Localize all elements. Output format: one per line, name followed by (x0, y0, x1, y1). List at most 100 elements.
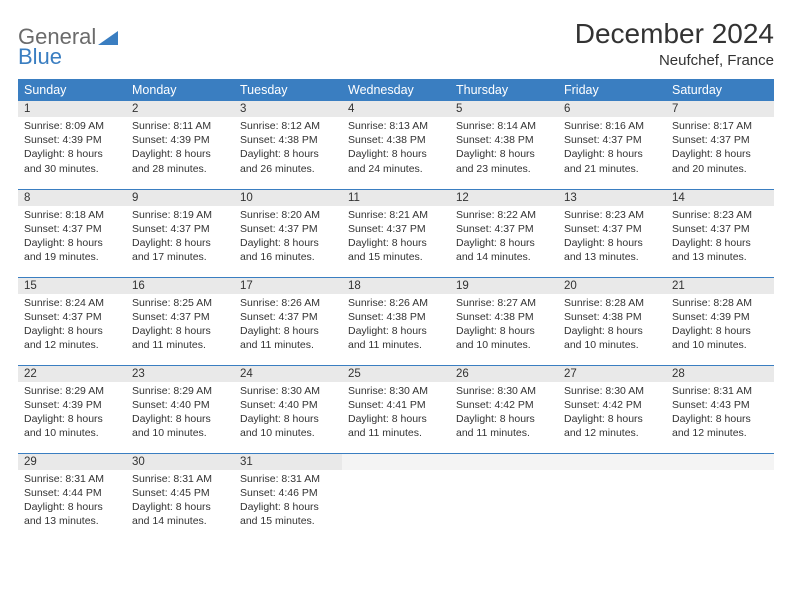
month-title: December 2024 (575, 18, 774, 50)
daylight-line-1: Daylight: 8 hours (564, 147, 660, 161)
daylight-line-1: Daylight: 8 hours (132, 412, 228, 426)
sunrise-line: Sunrise: 8:28 AM (564, 296, 660, 310)
calendar-cell: 3Sunrise: 8:12 AMSunset: 4:38 PMDaylight… (234, 101, 342, 189)
day-details: Sunrise: 8:28 AMSunset: 4:39 PMDaylight:… (666, 294, 774, 357)
location-label: Neufchef, France (575, 52, 774, 69)
daylight-line-2: and 19 minutes. (24, 250, 120, 264)
weekday-header: Sunday (18, 79, 126, 101)
day-number: 30 (126, 454, 234, 470)
day-number: 26 (450, 366, 558, 382)
day-details: Sunrise: 8:16 AMSunset: 4:37 PMDaylight:… (558, 117, 666, 180)
day-number: 15 (18, 278, 126, 294)
day-number: 11 (342, 190, 450, 206)
daylight-line-2: and 12 minutes. (564, 426, 660, 440)
day-details: Sunrise: 8:21 AMSunset: 4:37 PMDaylight:… (342, 206, 450, 269)
daylight-line-1: Daylight: 8 hours (564, 412, 660, 426)
daylight-line-1: Daylight: 8 hours (564, 236, 660, 250)
sunrise-line: Sunrise: 8:18 AM (24, 208, 120, 222)
calendar-cell (666, 453, 774, 541)
daylight-line-1: Daylight: 8 hours (24, 412, 120, 426)
daylight-line-2: and 13 minutes. (564, 250, 660, 264)
daylight-line-1: Daylight: 8 hours (132, 236, 228, 250)
sunset-line: Sunset: 4:45 PM (132, 486, 228, 500)
sunset-line: Sunset: 4:37 PM (564, 222, 660, 236)
sunrise-line: Sunrise: 8:16 AM (564, 119, 660, 133)
daylight-line-2: and 12 minutes. (672, 426, 768, 440)
day-number: 9 (126, 190, 234, 206)
daylight-line-2: and 12 minutes. (24, 338, 120, 352)
calendar-cell: 23Sunrise: 8:29 AMSunset: 4:40 PMDayligh… (126, 365, 234, 453)
day-details: Sunrise: 8:12 AMSunset: 4:38 PMDaylight:… (234, 117, 342, 180)
calendar-cell: 12Sunrise: 8:22 AMSunset: 4:37 PMDayligh… (450, 189, 558, 277)
day-number: 1 (18, 101, 126, 117)
day-number: 22 (18, 366, 126, 382)
calendar-cell: 19Sunrise: 8:27 AMSunset: 4:38 PMDayligh… (450, 277, 558, 365)
calendar-cell: 11Sunrise: 8:21 AMSunset: 4:37 PMDayligh… (342, 189, 450, 277)
day-details: Sunrise: 8:31 AMSunset: 4:45 PMDaylight:… (126, 470, 234, 533)
day-number: 12 (450, 190, 558, 206)
day-details: Sunrise: 8:31 AMSunset: 4:43 PMDaylight:… (666, 382, 774, 445)
day-number: 7 (666, 101, 774, 117)
sunset-line: Sunset: 4:42 PM (456, 398, 552, 412)
sunrise-line: Sunrise: 8:21 AM (348, 208, 444, 222)
calendar-cell: 6Sunrise: 8:16 AMSunset: 4:37 PMDaylight… (558, 101, 666, 189)
sunrise-line: Sunrise: 8:30 AM (564, 384, 660, 398)
sunrise-line: Sunrise: 8:25 AM (132, 296, 228, 310)
day-details: Sunrise: 8:30 AMSunset: 4:40 PMDaylight:… (234, 382, 342, 445)
daylight-line-1: Daylight: 8 hours (672, 147, 768, 161)
day-number: 2 (126, 101, 234, 117)
daylight-line-2: and 15 minutes. (348, 250, 444, 264)
daylight-line-1: Daylight: 8 hours (672, 324, 768, 338)
daylight-line-2: and 26 minutes. (240, 162, 336, 176)
weekday-header: Friday (558, 79, 666, 101)
day-number: 25 (342, 366, 450, 382)
calendar-table: Sunday Monday Tuesday Wednesday Thursday… (18, 79, 774, 541)
sunrise-line: Sunrise: 8:29 AM (132, 384, 228, 398)
day-details: Sunrise: 8:11 AMSunset: 4:39 PMDaylight:… (126, 117, 234, 180)
daylight-line-2: and 28 minutes. (132, 162, 228, 176)
daylight-line-2: and 21 minutes. (564, 162, 660, 176)
sunrise-line: Sunrise: 8:31 AM (24, 472, 120, 486)
calendar-cell: 22Sunrise: 8:29 AMSunset: 4:39 PMDayligh… (18, 365, 126, 453)
sunrise-line: Sunrise: 8:23 AM (564, 208, 660, 222)
sunset-line: Sunset: 4:37 PM (24, 310, 120, 324)
sunset-line: Sunset: 4:43 PM (672, 398, 768, 412)
calendar-cell: 10Sunrise: 8:20 AMSunset: 4:37 PMDayligh… (234, 189, 342, 277)
sunset-line: Sunset: 4:37 PM (240, 222, 336, 236)
calendar-week-row: 8Sunrise: 8:18 AMSunset: 4:37 PMDaylight… (18, 189, 774, 277)
sunrise-line: Sunrise: 8:30 AM (348, 384, 444, 398)
daylight-line-2: and 11 minutes. (456, 426, 552, 440)
sunset-line: Sunset: 4:41 PM (348, 398, 444, 412)
day-number: 20 (558, 278, 666, 294)
calendar-cell: 29Sunrise: 8:31 AMSunset: 4:44 PMDayligh… (18, 453, 126, 541)
day-details: Sunrise: 8:25 AMSunset: 4:37 PMDaylight:… (126, 294, 234, 357)
sunset-line: Sunset: 4:39 PM (24, 133, 120, 147)
daylight-line-2: and 20 minutes. (672, 162, 768, 176)
weekday-header: Tuesday (234, 79, 342, 101)
sunrise-line: Sunrise: 8:27 AM (456, 296, 552, 310)
daylight-line-1: Daylight: 8 hours (240, 147, 336, 161)
daylight-line-2: and 11 minutes. (240, 338, 336, 352)
day-number: 5 (450, 101, 558, 117)
calendar-cell (342, 453, 450, 541)
sunset-line: Sunset: 4:37 PM (348, 222, 444, 236)
sunset-line: Sunset: 4:37 PM (24, 222, 120, 236)
sunset-line: Sunset: 4:37 PM (672, 133, 768, 147)
sunrise-line: Sunrise: 8:31 AM (132, 472, 228, 486)
daylight-line-1: Daylight: 8 hours (672, 412, 768, 426)
daylight-line-1: Daylight: 8 hours (132, 147, 228, 161)
calendar-cell: 27Sunrise: 8:30 AMSunset: 4:42 PMDayligh… (558, 365, 666, 453)
day-details: Sunrise: 8:29 AMSunset: 4:39 PMDaylight:… (18, 382, 126, 445)
calendar-week-row: 29Sunrise: 8:31 AMSunset: 4:44 PMDayligh… (18, 453, 774, 541)
sunset-line: Sunset: 4:42 PM (564, 398, 660, 412)
daylight-line-1: Daylight: 8 hours (456, 412, 552, 426)
day-number: 14 (666, 190, 774, 206)
daylight-line-2: and 13 minutes. (672, 250, 768, 264)
sunset-line: Sunset: 4:38 PM (564, 310, 660, 324)
calendar-cell: 16Sunrise: 8:25 AMSunset: 4:37 PMDayligh… (126, 277, 234, 365)
calendar-cell: 21Sunrise: 8:28 AMSunset: 4:39 PMDayligh… (666, 277, 774, 365)
calendar-cell: 4Sunrise: 8:13 AMSunset: 4:38 PMDaylight… (342, 101, 450, 189)
day-number: 31 (234, 454, 342, 470)
sunrise-line: Sunrise: 8:30 AM (456, 384, 552, 398)
sunrise-line: Sunrise: 8:31 AM (240, 472, 336, 486)
